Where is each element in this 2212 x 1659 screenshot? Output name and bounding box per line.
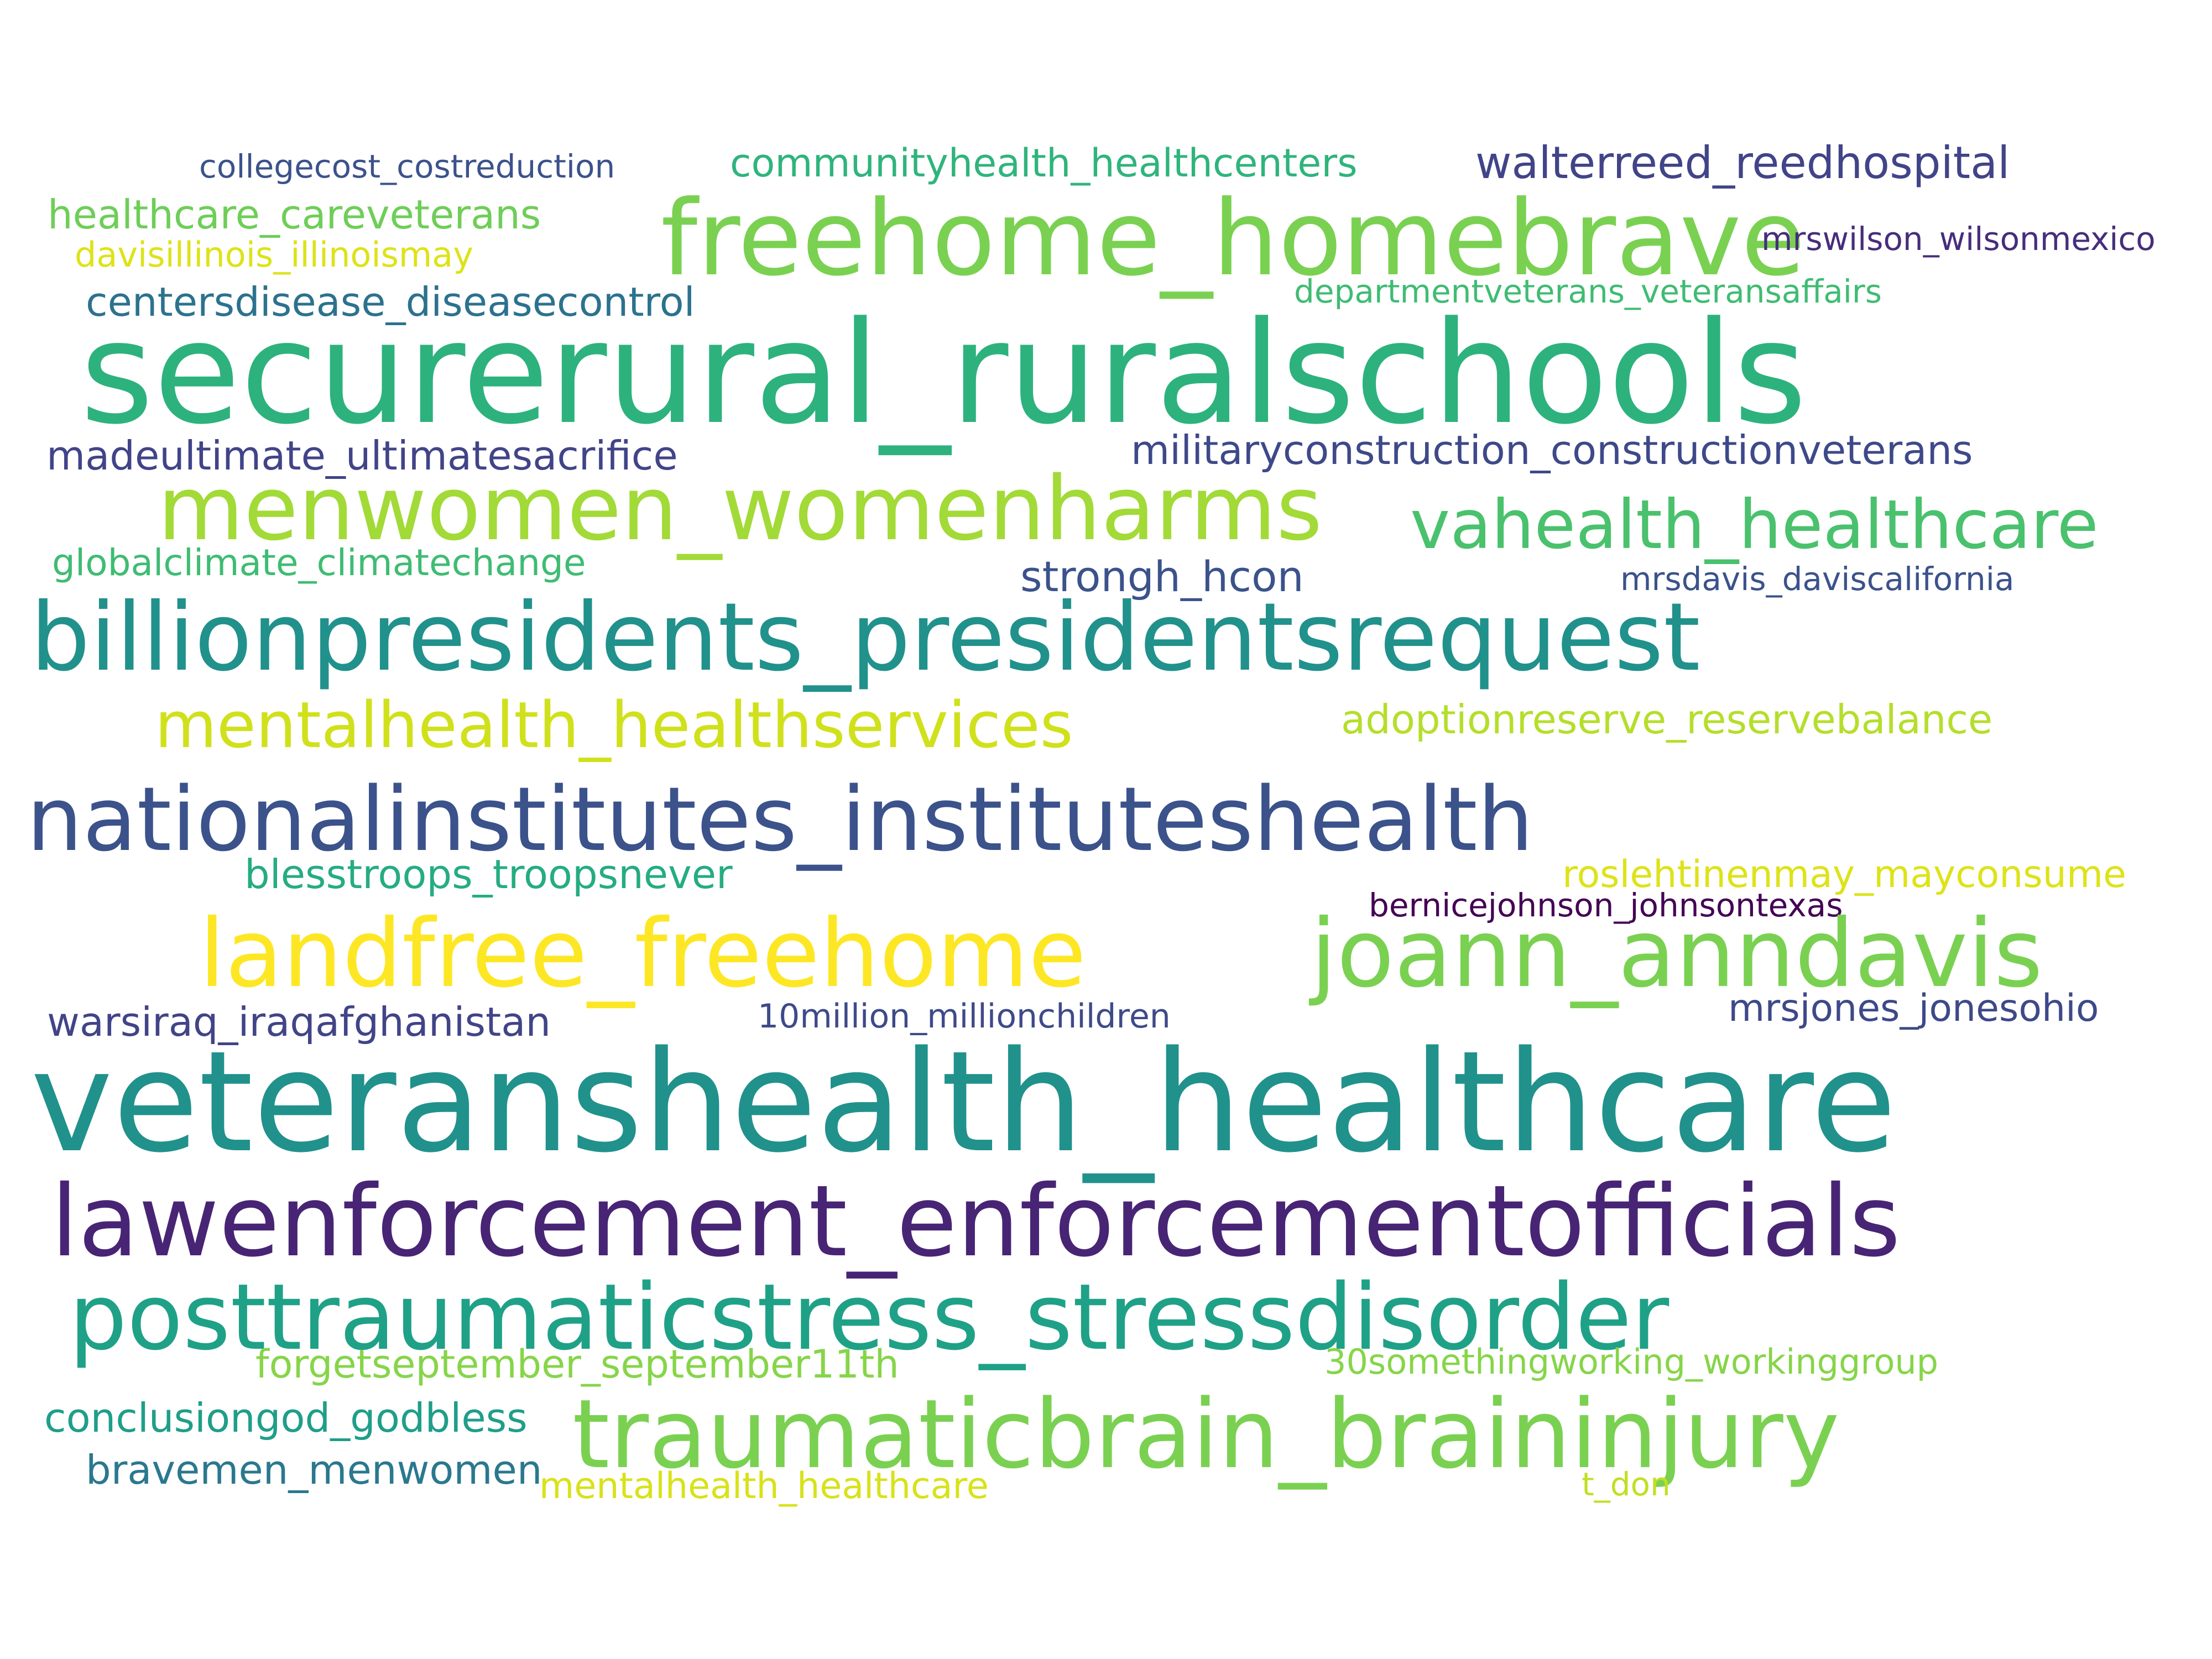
word: vahealth_healthcare [1410,486,2099,564]
word: securerural_ruralschools [80,291,1807,456]
word: veteranshealth_healthcare [30,1021,1897,1183]
word: davisillinois_illinoismay [75,234,473,275]
word: roslehtinenmay_mayconsume [1562,853,2126,896]
word: collegecost_costreduction [199,148,615,185]
word: globalclimate_climatechange [52,541,586,584]
word: blesstroops_troopsnever [244,851,733,898]
word: militaryconstruction_constructionveteran… [1131,427,1973,473]
word: forgetseptember_september11th [255,1342,899,1387]
word: conclusiongod_godbless [44,1395,528,1441]
word: mrswilson_wilsonmexico [1761,220,2156,258]
word: strongh_hcon [1020,552,1304,601]
word: 10million_millionchildren [758,997,1171,1036]
word: centersdisease_diseasecontrol [86,279,695,325]
word: 30somethingworking_workinggroup [1324,1342,1939,1382]
word: freehome_homebrave [661,178,1806,299]
word: bernicejohnson_johnsontexas [1369,886,1843,924]
word: nationalinstitutes_instituteshealth [27,768,1534,871]
word: billionpresidents_presidentsrequest [30,583,1700,692]
word: t_don [1582,1465,1671,1503]
word: posttraumaticstress_stressdisorder [69,1264,1670,1370]
word: mentalhealth_healthcare [539,1465,989,1507]
word: joann_anndavis [1311,899,2043,1009]
word: walterreed_reedhospital [1475,137,2010,189]
word: menwomen_womenharms [158,457,1323,560]
word: adoptionreserve_reservebalance [1341,696,1993,743]
word: healthcare_careveterans [48,191,541,238]
word: traumaticbrain_braininjury [572,1379,1840,1490]
word: departmentveterans_veteransaffairs [1294,273,1882,310]
word: mrsdavis_daviscalifornia [1620,560,2015,598]
word: madeultimate_ultimatesacrifice [46,432,678,479]
word: bravemen_menwomen [86,1447,542,1493]
word: mrsjones_jonesohio [1728,987,2099,1030]
word: communityhealth_healthcenters [730,140,1358,186]
word: landfree_freehome [199,899,1087,1009]
word: mentalhealth_healthservices [155,688,1073,763]
word: lawenforcement_enforcementofficials [51,1164,1901,1279]
word: warsiraq_iraqafghanistan [47,999,551,1045]
